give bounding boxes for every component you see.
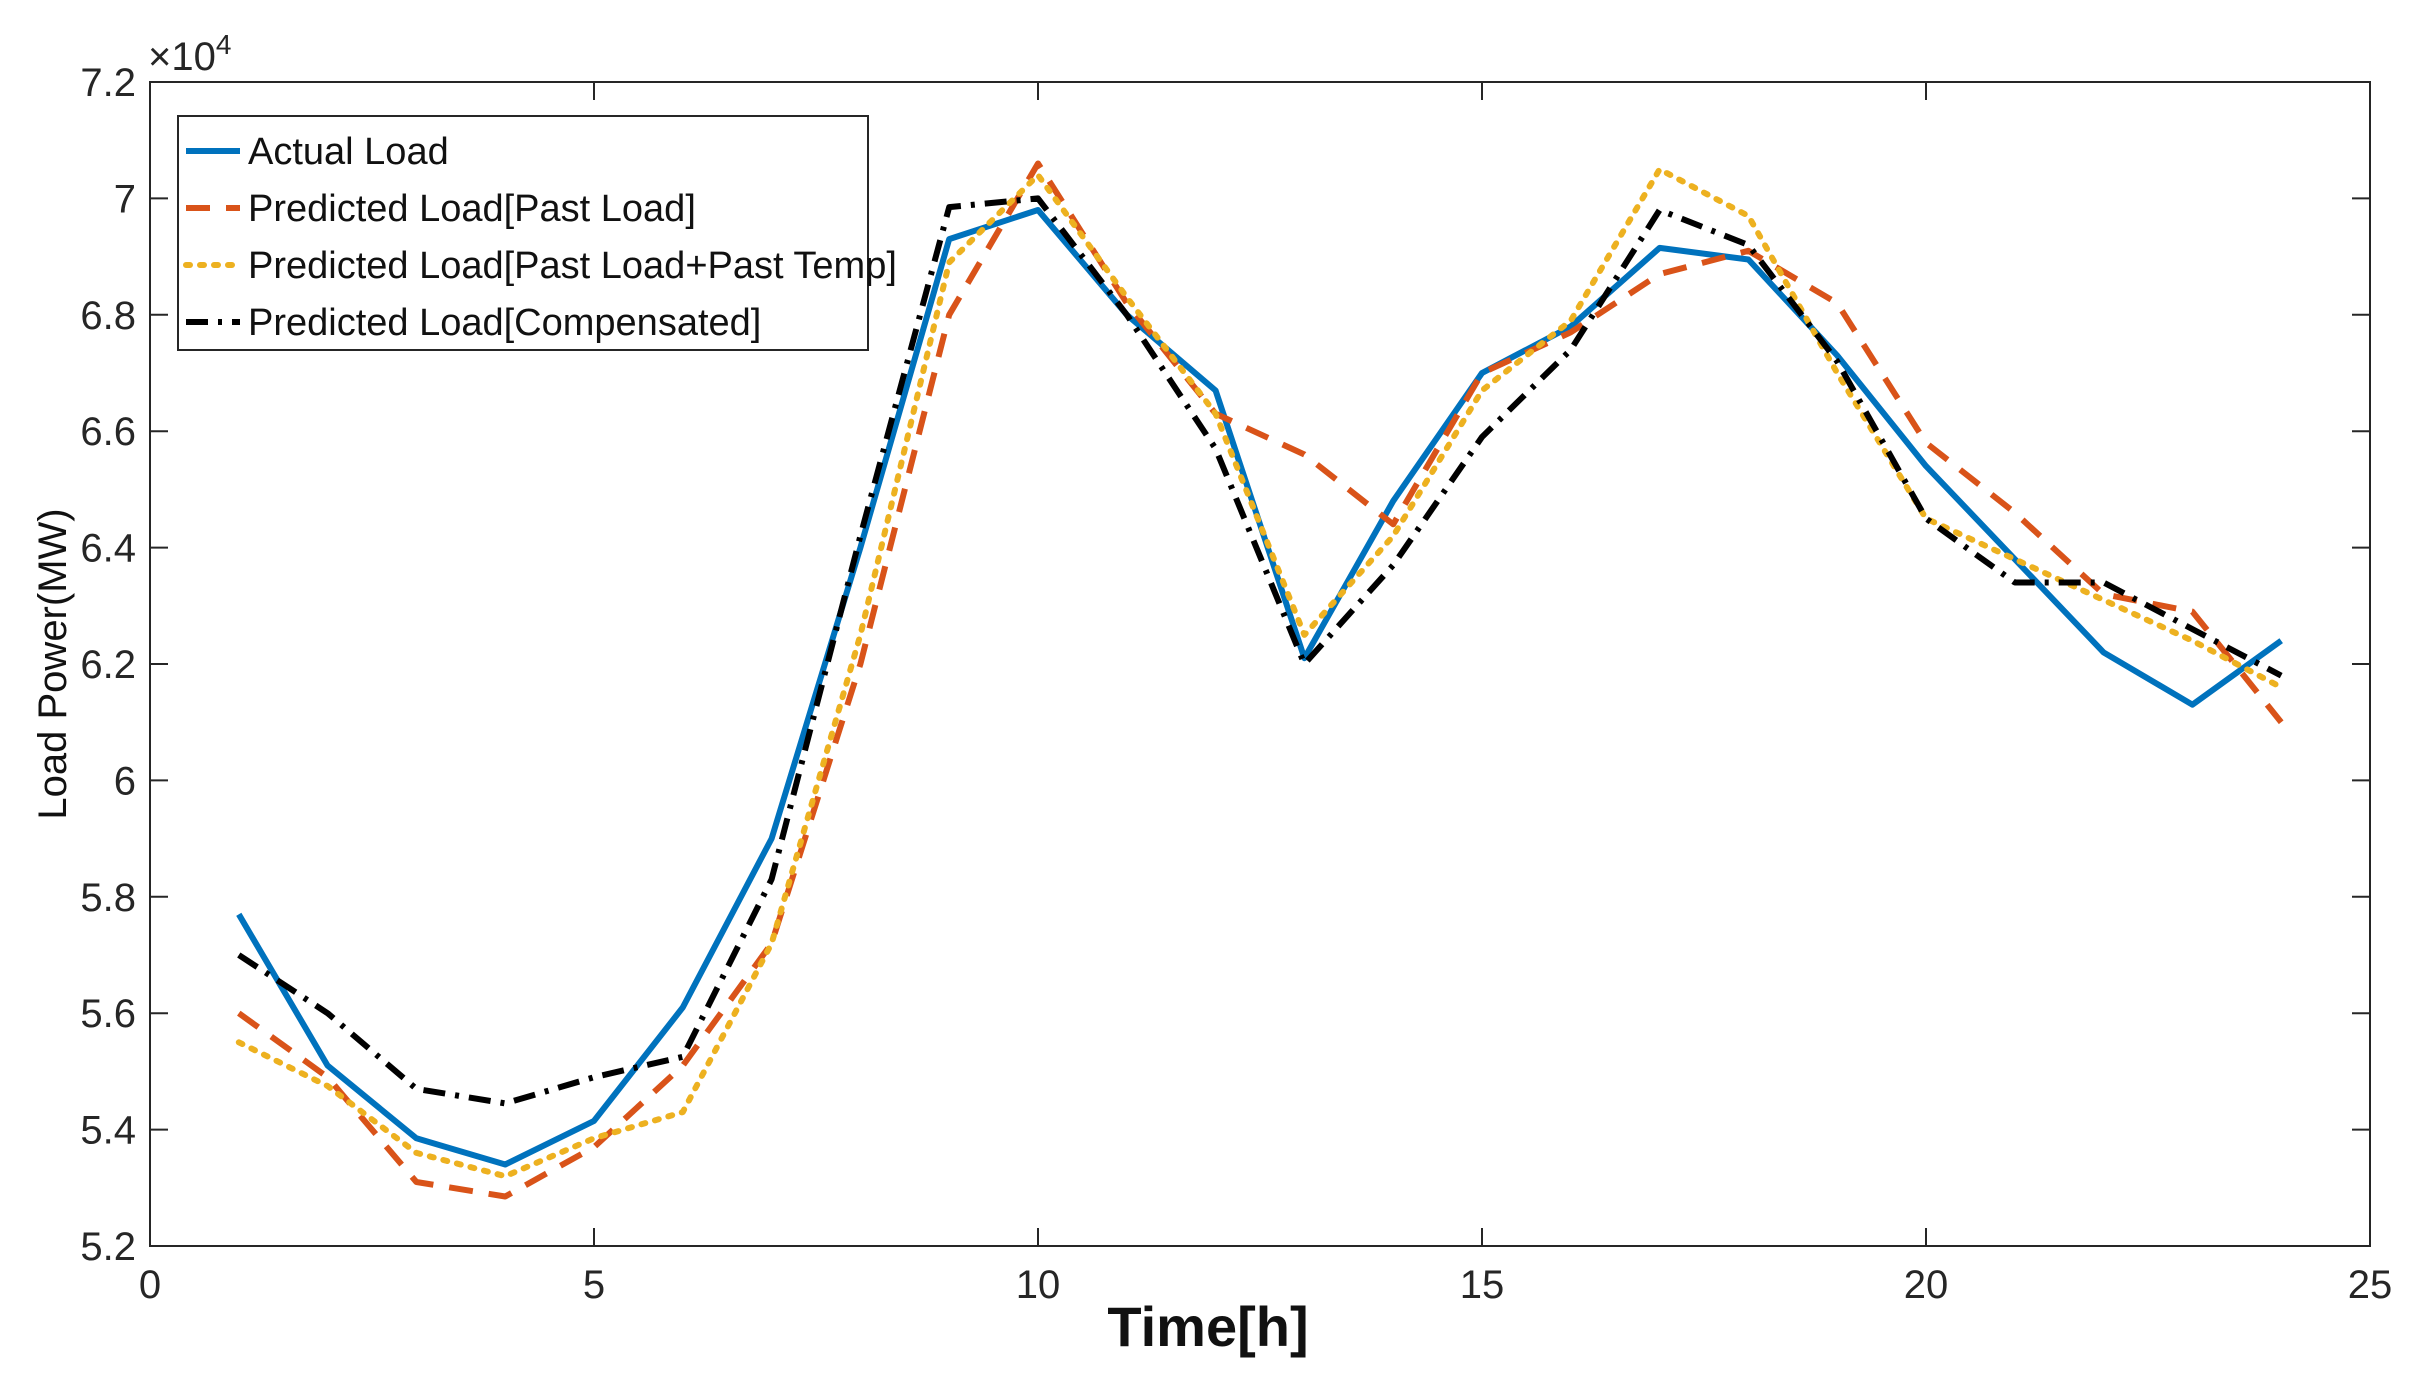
y-tick-label: 7 — [114, 177, 136, 221]
y-tick-label: 6.2 — [80, 643, 136, 687]
y-axis-title: Load Power(MW) — [31, 508, 75, 819]
y-tick-label: 6 — [114, 759, 136, 803]
series-line — [237, 195, 2283, 1107]
y-tick-label: 6.6 — [80, 410, 136, 454]
x-tick-label: 0 — [139, 1263, 161, 1307]
x-tick-label: 10 — [1016, 1263, 1061, 1307]
y-axis-exponent-base: ×10 — [148, 35, 216, 79]
y-tick-label: 5.8 — [80, 876, 136, 920]
y-tick-label: 5.4 — [80, 1109, 136, 1153]
series-line — [236, 207, 2283, 1168]
legend: Actual Load Predicted Load[Past Load] Pred… — [177, 115, 897, 351]
legend-label: Predicted Load[Past Load+Past Temp] — [248, 245, 897, 287]
series-lines — [235, 160, 2285, 1200]
legend-label: Predicted Load[Compensated] — [248, 302, 761, 344]
series-line — [237, 160, 2284, 1200]
y-tick-label: 7.2 — [80, 61, 136, 105]
y-axis-exponent: ×104 — [148, 29, 231, 79]
y-tick-label: 5.6 — [80, 992, 136, 1036]
y-tick-label: 6.4 — [80, 527, 136, 571]
y-axis-exponent-power: 4 — [216, 29, 232, 60]
x-axis-title: Time[h] — [1107, 1295, 1308, 1358]
y-tick-label: 5.2 — [80, 1225, 136, 1269]
legend-label: Predicted Load[Past Load] — [248, 188, 696, 230]
legend-label: Actual Load — [248, 131, 449, 173]
x-tick-label: 5 — [583, 1263, 605, 1307]
axis-tick-labels: 0 5 10 15 20 25 5.2 5.4 5.6 5.8 6 6.2 6.4 6.6 6.8 7 7.2 — [80, 61, 2392, 1307]
x-tick-label: 20 — [1904, 1263, 1949, 1307]
legend-box — [177, 115, 869, 351]
x-tick-label: 15 — [1460, 1263, 1505, 1307]
y-tick-label: 6.8 — [80, 294, 136, 338]
x-tick-label: 25 — [2348, 1263, 2393, 1307]
series-line — [235, 166, 2285, 1180]
axis-ticks — [149, 81, 2371, 1247]
